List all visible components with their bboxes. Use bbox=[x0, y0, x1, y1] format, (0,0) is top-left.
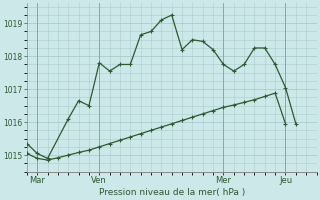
X-axis label: Pression niveau de la mer( hPa ): Pression niveau de la mer( hPa ) bbox=[99, 188, 245, 197]
